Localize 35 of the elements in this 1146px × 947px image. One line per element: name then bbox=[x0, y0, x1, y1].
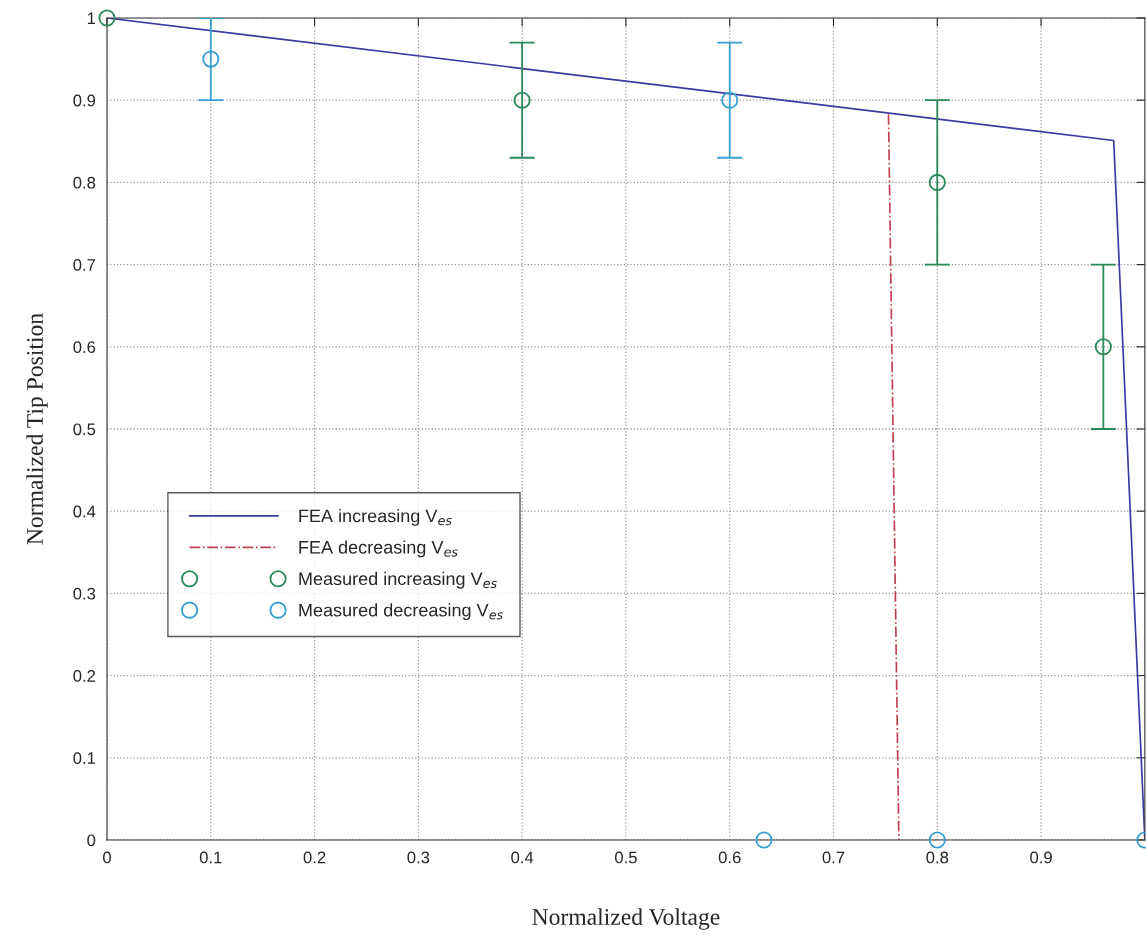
x-tick-label: 0.7 bbox=[822, 851, 845, 864]
y-tick-label: 0.9 bbox=[73, 94, 96, 107]
x-tick-label: 0.2 bbox=[303, 851, 326, 864]
y-tick-label: 1 bbox=[87, 12, 96, 25]
x-tick-label: 0 bbox=[103, 851, 111, 864]
point bbox=[755, 831, 773, 849]
y-tick-label: 0 bbox=[87, 834, 96, 847]
x-tick-label: 0.4 bbox=[511, 851, 534, 864]
point bbox=[98, 9, 116, 27]
y-tick-label: 0.8 bbox=[73, 176, 96, 189]
y-tick-label: 0.7 bbox=[73, 259, 96, 271]
point bbox=[721, 91, 739, 109]
legend-label: FEA increasing V$_{es}$ bbox=[299, 509, 452, 526]
y-tick-label: 0.1 bbox=[73, 752, 96, 764]
x-tick-label: 0.1 bbox=[199, 851, 222, 864]
point bbox=[1094, 338, 1112, 356]
y-axis-title: Normalized Tip Position bbox=[26, 313, 48, 545]
y-tick-label: 0.3 bbox=[73, 587, 96, 600]
y-tick-label: 0.5 bbox=[73, 423, 96, 436]
x-tick-label: 0.3 bbox=[407, 851, 430, 864]
point bbox=[202, 50, 220, 68]
x-tick-label: 0.6 bbox=[718, 851, 741, 864]
point bbox=[513, 91, 531, 109]
legend-label: Measured decreasing V$_{es}$ bbox=[299, 603, 503, 621]
y-tick-label: 0.2 bbox=[73, 670, 96, 682]
y-tick-label: 0.4 bbox=[73, 505, 96, 518]
x-tick-label: 0.5 bbox=[614, 851, 637, 864]
y-tick-label: 0.6 bbox=[73, 341, 96, 353]
x-tick-label: 0.8 bbox=[926, 851, 949, 864]
legend-label: FEA decreasing V$_{es}$ bbox=[299, 540, 458, 558]
x-axis-title: Normalized Voltage bbox=[532, 908, 720, 930]
point bbox=[928, 173, 946, 191]
point bbox=[928, 831, 946, 849]
x-tick-label: 0.9 bbox=[1030, 851, 1052, 864]
legend-label: Measured increasing V$_{es}$ bbox=[299, 571, 497, 589]
